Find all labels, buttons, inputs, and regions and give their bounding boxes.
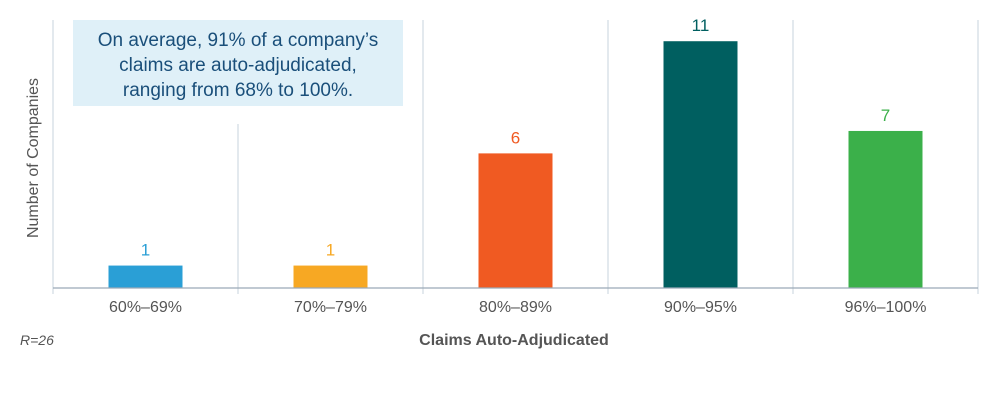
callout-line-3: ranging from 68% to 100%.	[123, 80, 353, 101]
callout-line-2: claims are auto-adjudicated,	[119, 55, 357, 76]
bar-value-label: 6	[511, 128, 520, 147]
bars	[108, 41, 923, 288]
x-tick-label: 96%–100%	[845, 299, 927, 316]
x-tick-labels: 60%–69% 70%–79% 80%–89% 90%–95% 96%–100%	[109, 299, 926, 316]
bar	[848, 130, 923, 288]
x-tick-label: 60%–69%	[109, 299, 182, 316]
category-separators	[52, 20, 979, 294]
x-tick-label: 90%–95%	[664, 299, 737, 316]
x-axis-label: Claims Auto-Adjudicated	[419, 332, 609, 349]
bar	[293, 265, 368, 288]
bar	[478, 153, 553, 288]
y-axis-label: Number of Companies	[25, 78, 42, 238]
callout-line-1: On average, 91% of a company’s	[98, 30, 379, 51]
bar-value-label: 11	[692, 16, 710, 35]
bar-value-label: 1	[141, 241, 150, 260]
callout-box	[73, 20, 403, 106]
x-tick-label: 80%–89%	[479, 299, 552, 316]
x-tick-label: 70%–79%	[294, 299, 367, 316]
sample-size-note: R=26	[20, 332, 54, 348]
bar	[108, 265, 183, 288]
bar-value-label: 1	[326, 241, 335, 260]
bar-value-label: 7	[881, 106, 890, 125]
bar	[663, 41, 738, 288]
